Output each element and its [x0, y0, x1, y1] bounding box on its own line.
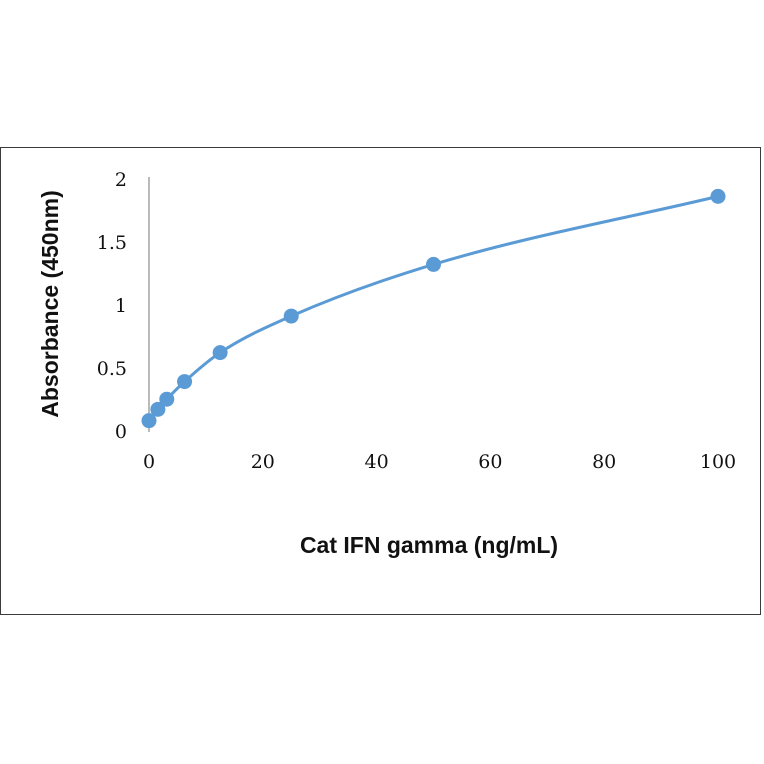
- data-point: [212, 345, 228, 361]
- x-axis-title: Cat IFN gamma (ng/mL): [300, 532, 558, 558]
- x-tick-label: 60: [478, 451, 502, 473]
- y-axis-title: Absorbance (450nm): [37, 190, 63, 418]
- data-point: [159, 391, 175, 407]
- x-tick-label: 40: [365, 451, 389, 473]
- y-tick-label: 1.5: [97, 232, 127, 254]
- x-tick-label: 0: [143, 451, 155, 473]
- data-point: [710, 188, 726, 204]
- series-curve: [147, 194, 719, 422]
- x-tick-labels: 0 20 40 60 80 100: [143, 451, 736, 473]
- data-point: [426, 256, 441, 272]
- data-point: [150, 401, 166, 417]
- series-points: [141, 188, 726, 429]
- chart: 0 0.5 1 1.5 2 0 20 40 60 80 100 Cat IFN gamma (ng…: [37, 169, 736, 558]
- data-point: [283, 308, 299, 324]
- data-point: [177, 374, 193, 390]
- data-point: [141, 413, 157, 429]
- y-tick-label: 2: [115, 169, 127, 191]
- x-tick-label: 20: [251, 451, 275, 473]
- y-tick-label: 0: [115, 421, 127, 443]
- x-tick-label: 80: [592, 451, 616, 473]
- y-tick-label: 0.5: [97, 358, 127, 380]
- y-tick-labels: 0 0.5 1 1.5 2: [97, 169, 127, 443]
- chart-frame: 0 0.5 1 1.5 2 0 20 40 60 80 100 Cat IFN gamma (ng…: [0, 147, 761, 615]
- y-tick-label: 1: [115, 295, 127, 317]
- x-tick-label: 100: [700, 451, 736, 473]
